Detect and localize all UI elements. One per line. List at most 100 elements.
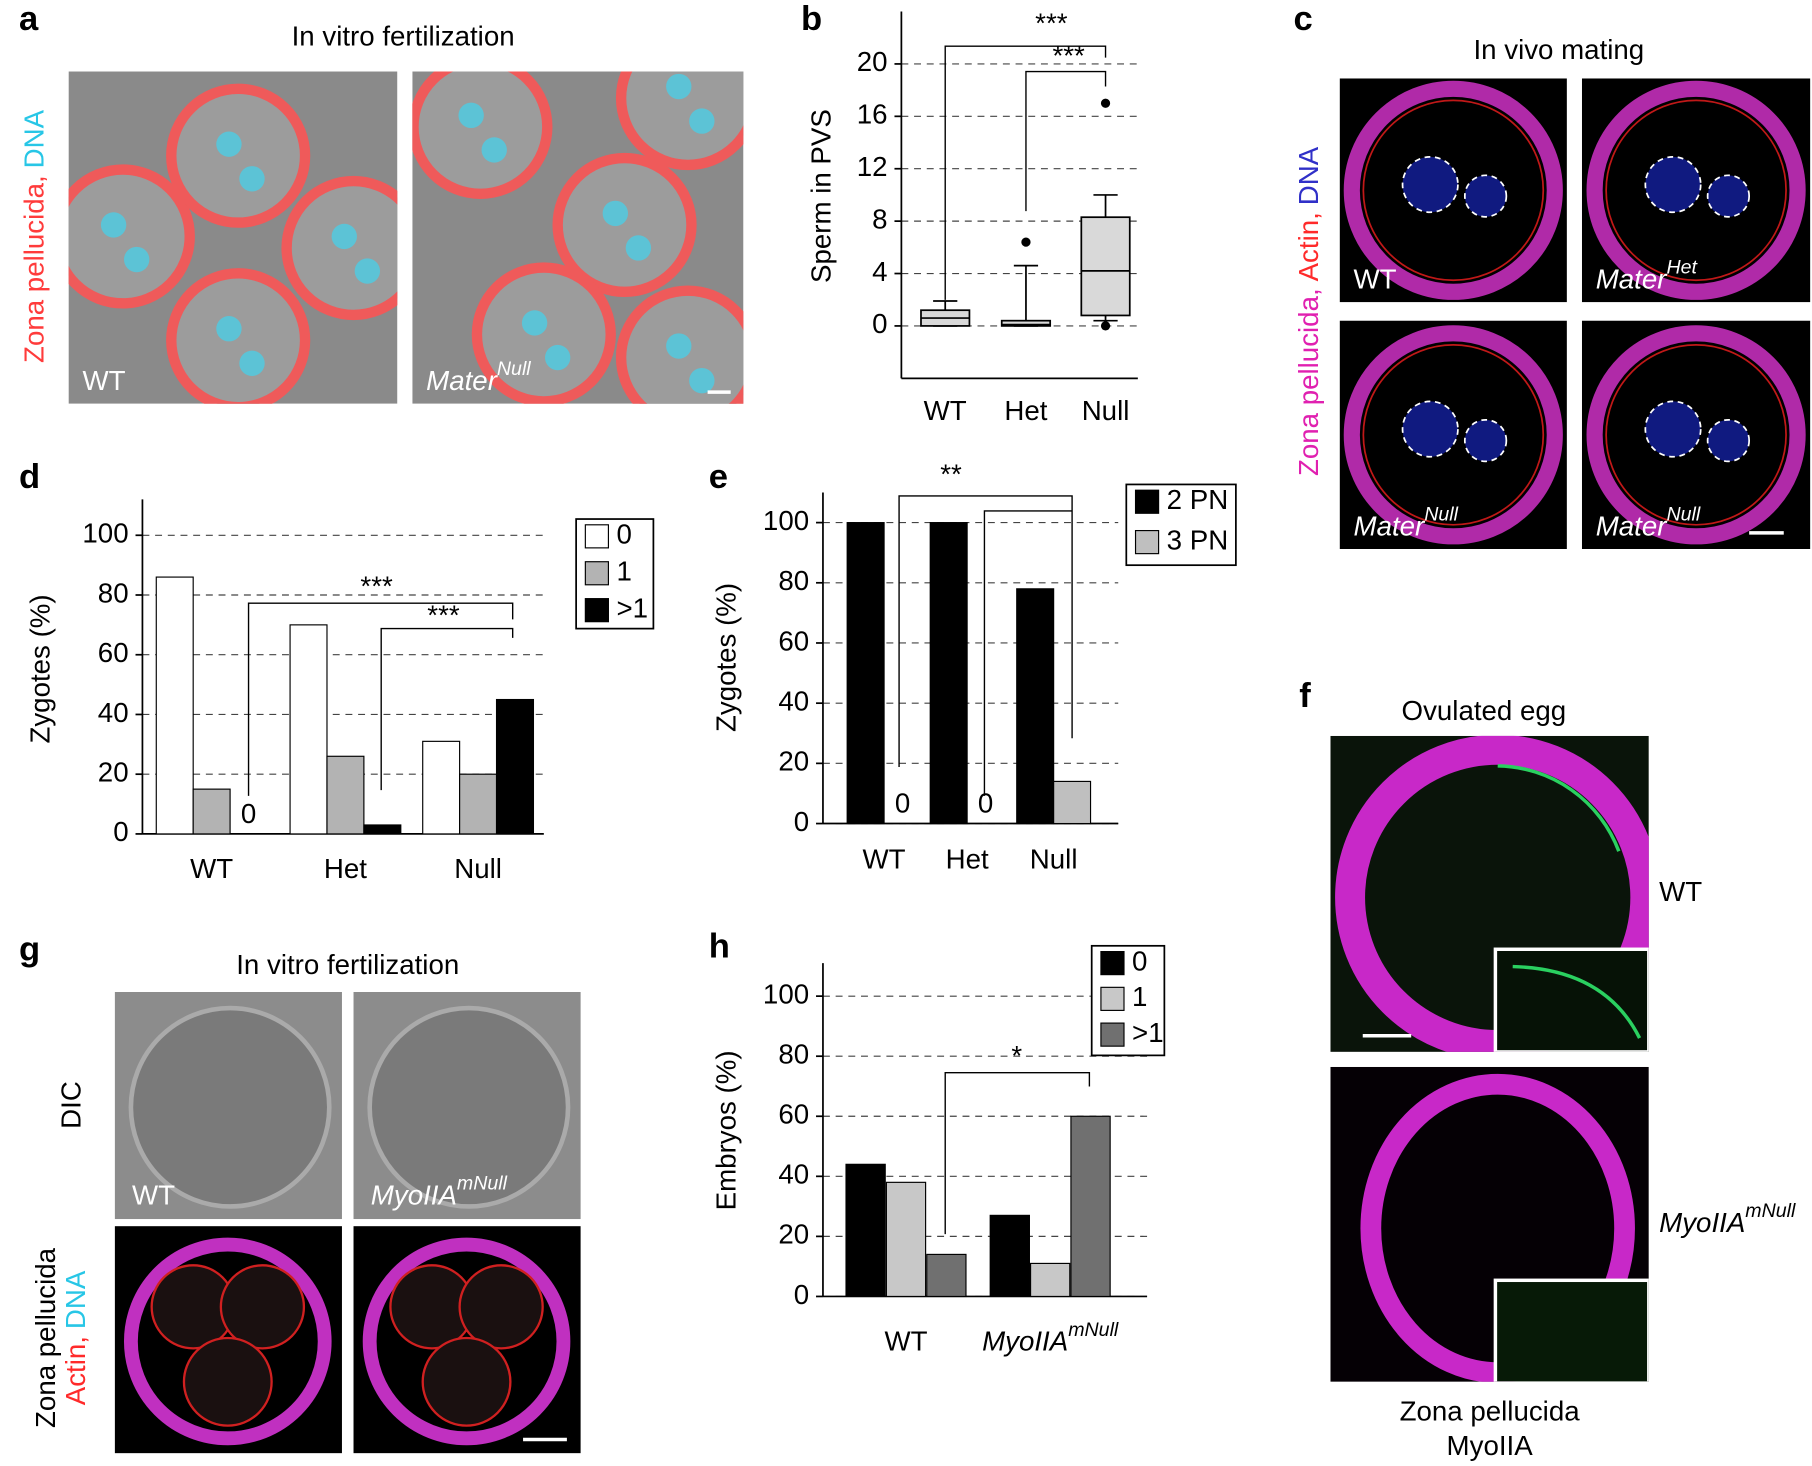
significance-label: ** bbox=[940, 459, 962, 490]
side-label: Zona pellucida bbox=[30, 1247, 61, 1428]
y-tick-label: 80 bbox=[778, 565, 809, 596]
significance-bracket bbox=[898, 495, 1073, 768]
image-label-main: WT bbox=[1659, 876, 1702, 907]
panel-letter: g bbox=[19, 931, 40, 969]
nucleus bbox=[602, 200, 629, 227]
legend-label: 0 bbox=[1132, 945, 1147, 976]
micrograph bbox=[114, 991, 342, 1220]
membrane bbox=[1362, 99, 1545, 282]
y-tick-label: 12 bbox=[857, 151, 888, 182]
inset bbox=[1493, 1278, 1649, 1382]
value-label: 0 bbox=[895, 787, 910, 818]
y-tick-label: 0 bbox=[872, 308, 887, 339]
y-tick-label: 8 bbox=[872, 203, 887, 234]
y-tick-label: 4 bbox=[872, 256, 887, 287]
membrane bbox=[1605, 99, 1787, 282]
nucleus bbox=[123, 246, 150, 273]
blastomere bbox=[182, 1336, 273, 1427]
legend-swatch bbox=[1134, 489, 1160, 514]
panel-title: Ovulated egg bbox=[1402, 695, 1567, 726]
legend-label: 1 bbox=[616, 556, 631, 587]
bar bbox=[326, 755, 365, 835]
image-label-main: WT bbox=[132, 1180, 175, 1211]
embryo bbox=[128, 1005, 332, 1209]
x-tick-label: WT bbox=[190, 853, 233, 884]
x-tick-label: MyoIIAmNull bbox=[982, 1319, 1119, 1357]
y-tick-label: 40 bbox=[98, 697, 129, 728]
nucleus bbox=[458, 102, 484, 129]
image-label: WT bbox=[132, 1180, 175, 1211]
nucleus bbox=[216, 131, 242, 157]
micrograph bbox=[353, 1226, 581, 1454]
image-label-sup: mNull bbox=[1745, 1200, 1796, 1222]
image-label: MaterHet bbox=[1596, 257, 1699, 295]
cortex bbox=[1497, 764, 1621, 852]
x-tick-label-main: Het bbox=[946, 844, 989, 875]
pronucleus bbox=[1463, 174, 1508, 218]
image-label: MaterNull bbox=[1354, 504, 1459, 542]
x-tick-label: WT bbox=[884, 1326, 927, 1357]
bar bbox=[926, 1253, 967, 1298]
image-label: MaterNull bbox=[426, 358, 531, 396]
y-tick-label: 100 bbox=[82, 518, 128, 549]
y-tick-label: 20 bbox=[778, 746, 809, 777]
image-label-main: Mater bbox=[426, 365, 499, 396]
nucleus bbox=[666, 73, 692, 100]
pronucleus bbox=[1706, 174, 1751, 218]
image-label-main: WT bbox=[1354, 264, 1397, 295]
significance-label: *** bbox=[360, 571, 393, 602]
zona bbox=[412, 71, 553, 199]
bar bbox=[1070, 1115, 1111, 1298]
significance-bracket bbox=[944, 1071, 1091, 1235]
pronucleus bbox=[1463, 418, 1508, 463]
zona bbox=[68, 164, 195, 309]
side-label: Zona pellucida, Actin, DNA bbox=[1293, 146, 1324, 476]
image-label-main: Mater bbox=[1354, 511, 1427, 542]
bar bbox=[846, 522, 885, 825]
bar bbox=[363, 824, 402, 835]
outlier bbox=[1100, 98, 1111, 108]
pronucleus bbox=[1644, 400, 1702, 458]
image-label-main: Mater bbox=[1596, 264, 1669, 295]
row-label: DIC bbox=[56, 1081, 87, 1129]
micrograph bbox=[1581, 78, 1811, 303]
micrograph bbox=[1339, 78, 1567, 303]
x-tick-label-main: WT bbox=[863, 844, 906, 875]
bar bbox=[1016, 588, 1055, 825]
bar bbox=[1053, 780, 1092, 825]
zona bbox=[281, 175, 398, 321]
side-label-part: Zona pellucida, bbox=[19, 175, 50, 363]
image-label-sup: Null bbox=[497, 358, 531, 380]
nucleus bbox=[239, 166, 265, 192]
panel-letter: b bbox=[801, 0, 822, 38]
image-label: MyoIIAmNull bbox=[1659, 1200, 1796, 1238]
bar bbox=[989, 1214, 1030, 1298]
micrograph bbox=[353, 991, 581, 1220]
significance-bracket bbox=[944, 45, 1107, 300]
outlier bbox=[1021, 237, 1031, 247]
y-tick-label: 20 bbox=[857, 46, 888, 77]
blastomere bbox=[421, 1336, 512, 1427]
image-label-main: MyoIIA bbox=[371, 1180, 457, 1211]
x-tick-label: Het bbox=[324, 853, 367, 884]
y-tick-label: 0 bbox=[794, 806, 809, 837]
legend-label: 3 PN bbox=[1167, 524, 1229, 555]
nucleus bbox=[521, 310, 548, 336]
box bbox=[1080, 216, 1131, 317]
pronucleus bbox=[1401, 156, 1459, 214]
panel-letter: f bbox=[1299, 677, 1311, 715]
legend-label: 2 PN bbox=[1167, 484, 1229, 515]
side-label-part: DNA bbox=[19, 109, 50, 168]
x-tick-label-main: Het bbox=[1004, 395, 1047, 426]
panel-letter: e bbox=[709, 458, 728, 496]
y-tick-label: 60 bbox=[778, 625, 809, 656]
x-tick-label-main: WT bbox=[884, 1326, 927, 1357]
inset-cortex bbox=[1512, 964, 1642, 1039]
x-tick-label: Het bbox=[1004, 395, 1047, 426]
bar bbox=[155, 576, 194, 835]
nucleus bbox=[689, 367, 715, 394]
image-label-main: Mater bbox=[1596, 511, 1669, 542]
nucleus bbox=[354, 258, 381, 284]
image-label: WT bbox=[1354, 264, 1397, 295]
